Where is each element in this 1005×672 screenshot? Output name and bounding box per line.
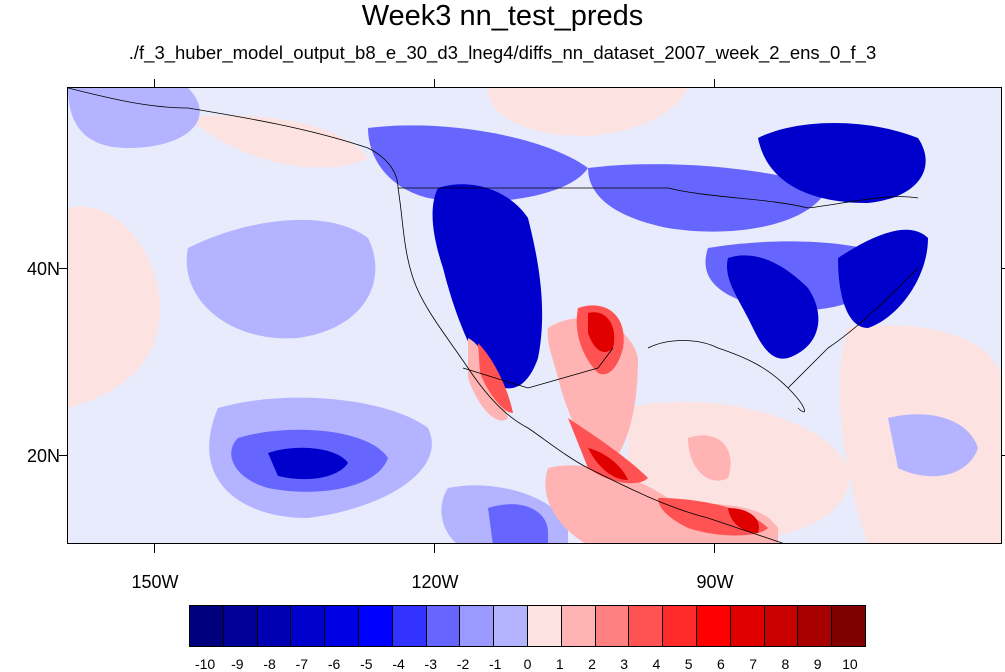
colorbar-segment xyxy=(832,606,865,646)
colorbar-label: -8 xyxy=(263,656,276,672)
colorbar-label: 2 xyxy=(588,656,596,672)
colorbar-segment xyxy=(426,606,461,646)
x-tick-90w xyxy=(714,544,715,553)
longitude-label-150w: 150W xyxy=(131,572,179,592)
colorbar xyxy=(189,605,866,647)
colorbar-segment xyxy=(325,606,359,646)
latitude-label-40n: 40N xyxy=(26,259,60,279)
latitude-label-20n: 20N xyxy=(26,446,60,466)
colorbar-label: -9 xyxy=(231,656,244,672)
colorbar-label: -5 xyxy=(360,656,373,672)
colorbar-label: 3 xyxy=(620,656,629,672)
map-panel xyxy=(67,87,1002,544)
colorbar-segment xyxy=(730,606,765,646)
colorbar-label: 9 xyxy=(813,656,822,672)
colorbar-segment xyxy=(291,606,326,646)
colorbar-segment xyxy=(223,606,258,646)
x-tick-150w-top xyxy=(154,79,155,87)
y-tick-40n xyxy=(59,268,67,269)
colorbar-label: 8 xyxy=(781,656,790,672)
colorbar-segment xyxy=(764,606,799,646)
colorbar-segment xyxy=(561,606,596,646)
colorbar-label: -1 xyxy=(489,656,502,672)
x-tick-150w xyxy=(154,544,155,553)
colorbar-segment xyxy=(257,606,292,646)
colorbar-segment xyxy=(629,606,664,646)
colorbar-segment xyxy=(595,606,630,646)
colorbar-label: 1 xyxy=(555,656,564,672)
longitude-label-120w: 120W xyxy=(411,572,459,592)
colorbar-label: 0 xyxy=(523,656,532,672)
y-tick-40n-right xyxy=(1001,268,1005,269)
x-tick-120w-top xyxy=(434,79,435,87)
colorbar-label: 7 xyxy=(749,656,758,672)
longitude-label-90w: 90W xyxy=(696,572,734,592)
positive-anomaly-strong xyxy=(588,312,759,533)
chart-subtitle: ./f_3_huber_model_output_b8_e_30_d3_lneg… xyxy=(128,42,877,63)
negative-anomaly-strong xyxy=(268,123,928,480)
colorbar-label: -6 xyxy=(327,656,341,672)
colorbar-segment xyxy=(190,606,224,646)
colorbar-label: -4 xyxy=(392,656,405,672)
colorbar-label: -2 xyxy=(456,656,470,672)
colorbar-label: 4 xyxy=(652,656,661,672)
colorbar-segment xyxy=(696,606,731,646)
map-field xyxy=(68,88,1001,543)
y-tick-20n-right xyxy=(1001,455,1005,456)
colorbar-segment xyxy=(494,606,528,646)
y-tick-20n xyxy=(59,455,67,456)
colorbar-label: -3 xyxy=(424,656,437,672)
colorbar-segment xyxy=(798,606,833,646)
colorbar-label: 6 xyxy=(717,656,725,672)
x-tick-120w xyxy=(434,544,435,553)
colorbar-label: -7 xyxy=(295,656,309,672)
colorbar-label: -10 xyxy=(194,656,216,672)
colorbar-label: 10 xyxy=(842,656,858,672)
colorbar-segment xyxy=(527,606,562,646)
colorbar-segment xyxy=(392,606,427,646)
colorbar-segment xyxy=(358,606,393,646)
chart-title: Week3 nn_test_preds xyxy=(361,0,644,32)
colorbar-segment xyxy=(663,606,697,646)
coastlines xyxy=(68,88,919,543)
colorbar-label: 5 xyxy=(684,656,693,672)
x-tick-90w-top xyxy=(714,79,715,87)
colorbar-segment xyxy=(460,606,495,646)
